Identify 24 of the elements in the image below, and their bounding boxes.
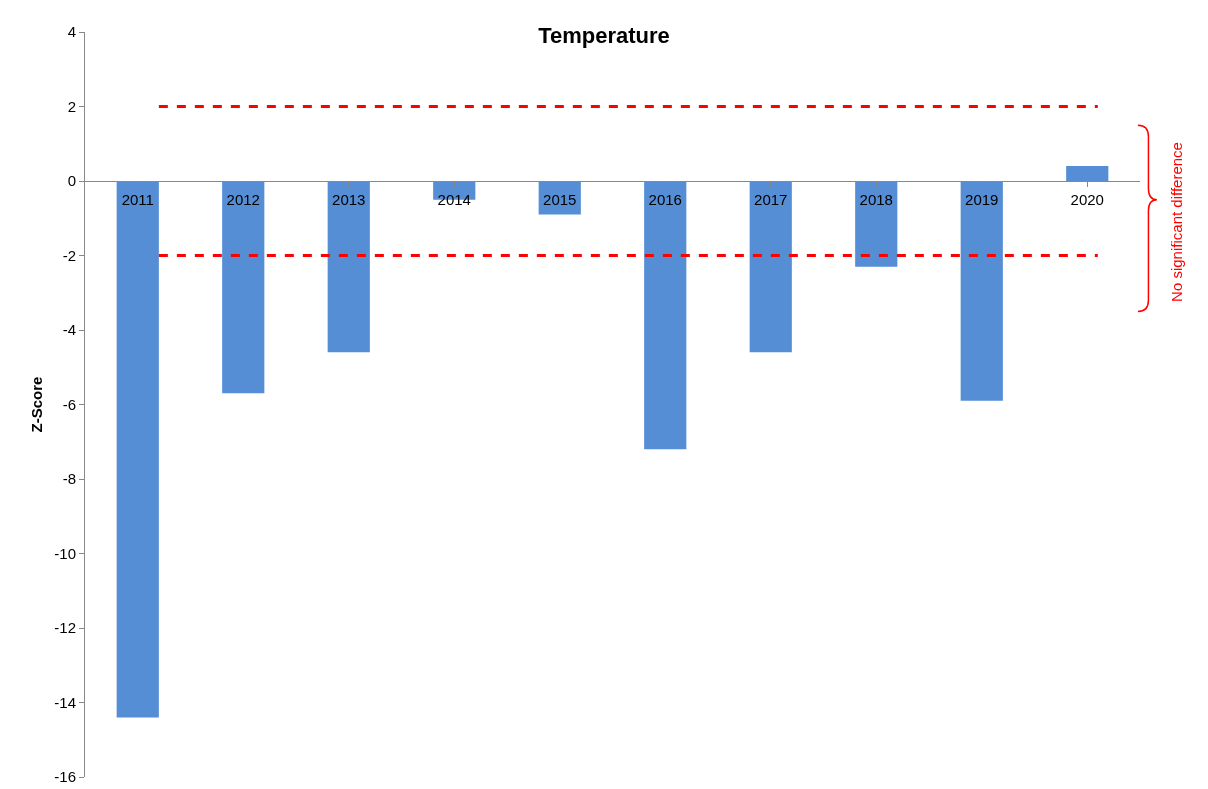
y-tick-label: -4 <box>62 321 76 339</box>
y-tick-label: -16 <box>54 768 76 786</box>
x-tick-label: 2017 <box>754 191 788 208</box>
chart-title: Temperature <box>538 23 670 49</box>
y-tick-label: 4 <box>67 23 76 41</box>
y-tick-label: 2 <box>67 97 76 115</box>
x-tick-label: 2018 <box>859 191 893 208</box>
x-tick-label: 2014 <box>437 191 471 208</box>
y-tick-label: -8 <box>62 470 76 488</box>
y-tick-label: -2 <box>62 246 76 264</box>
x-tick-label: 2015 <box>543 191 577 208</box>
x-tick-label: 2011 <box>121 191 154 208</box>
y-axis-title: Z-Score <box>27 376 45 433</box>
y-tick-label: -6 <box>62 395 76 413</box>
x-tick-label: 2019 <box>965 191 999 208</box>
x-tick-label: 2012 <box>226 191 260 208</box>
y-tick-label: -14 <box>54 693 76 711</box>
x-tick-label: 2016 <box>648 191 682 208</box>
y-tick-label: -10 <box>54 544 76 562</box>
text: No significant difference <box>1167 142 1185 302</box>
y-tick-label: -12 <box>54 619 76 637</box>
x-tick-label: 2020 <box>1070 191 1104 208</box>
x-tick-label: 2013 <box>332 191 366 208</box>
y-tick-label: 0 <box>67 172 76 190</box>
